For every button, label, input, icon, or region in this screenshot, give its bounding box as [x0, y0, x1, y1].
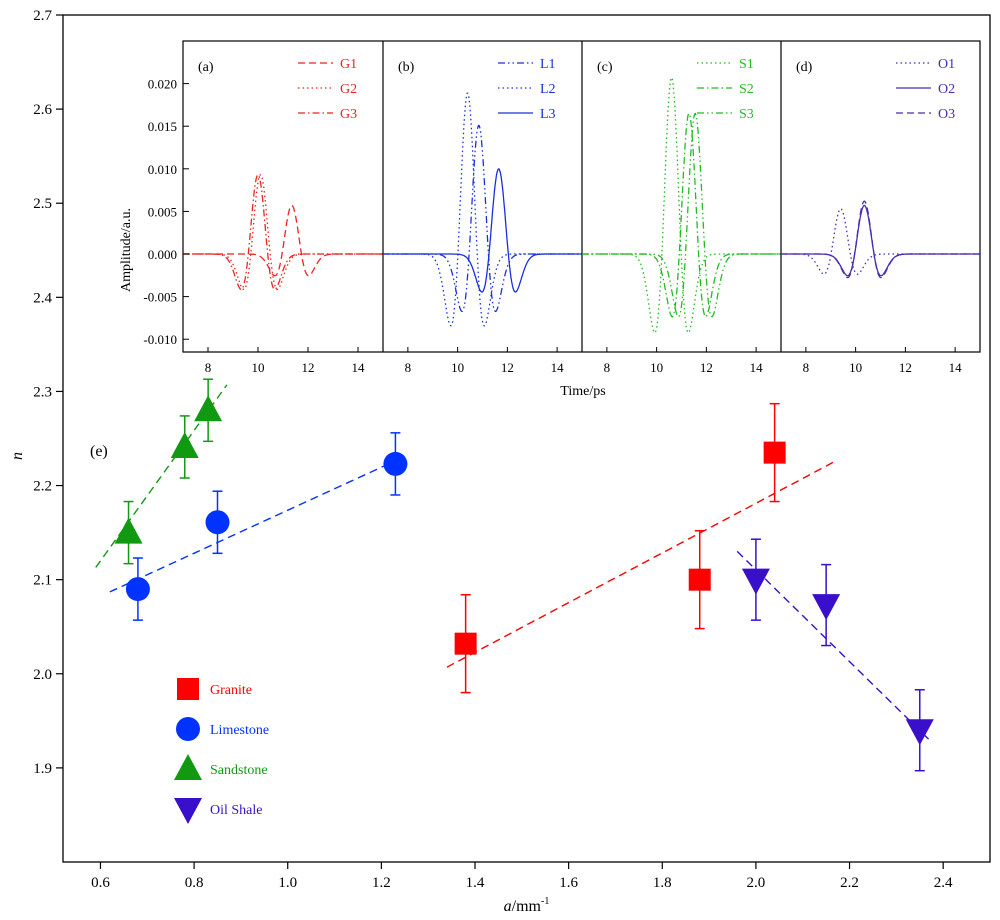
inset-x-axis-label: Time/ps: [560, 384, 605, 399]
waveform-s3: [582, 112, 781, 318]
inset-legend-label-l2: L2: [540, 82, 556, 97]
x-tick-label: 1.0: [278, 875, 297, 891]
inset-x-tick-label: 8: [803, 360, 810, 375]
waveform-g3: [183, 174, 383, 291]
x-tick-label: 1.2: [372, 875, 391, 891]
inset-x-tick-label: 14: [352, 360, 366, 375]
inset-x-tick-label: 8: [604, 360, 611, 375]
inset-x-tick-label: 12: [302, 360, 315, 375]
legend-marker-limestone: [176, 717, 200, 741]
x-tick-label: 2.2: [840, 875, 859, 891]
y-tick-label: 2.4: [33, 290, 52, 306]
inset-y-tick-label: 0.000: [148, 247, 177, 262]
y-tick-label: 2.6: [33, 102, 52, 118]
inset-x-tick-label: 8: [405, 360, 412, 375]
limestone-point: [205, 510, 230, 535]
inset-legend-label-l3: L3: [540, 107, 556, 122]
inset-legend-label-o3: O3: [938, 107, 955, 122]
sandstone-point: [194, 395, 223, 422]
inset-panel-label: (a): [198, 60, 214, 75]
sandstone-point: [170, 431, 199, 458]
waveform-l2: [383, 92, 582, 327]
x-tick-label: 0.8: [185, 875, 204, 891]
inset-legend-label-s2: S2: [739, 82, 754, 97]
inset-x-tick-label: 14: [551, 360, 565, 375]
y-tick-label: 2.5: [33, 196, 52, 212]
legend-label-limestone: Limestone: [210, 723, 269, 738]
legend-marker-oil-shale: [174, 798, 202, 824]
inset-x-tick-label: 14: [750, 360, 764, 375]
inset-legend-label-o1: O1: [938, 57, 955, 72]
inset-y-tick-label: 0.015: [148, 119, 177, 134]
granite-fit-line: [446, 460, 836, 668]
y-tick-label: 2.0: [33, 667, 52, 683]
x-tick-label: 2.4: [934, 875, 953, 891]
y-tick-label: 1.9: [33, 761, 52, 777]
inset-legend-label-g1: G1: [340, 57, 357, 72]
y-tick-label: 2.2: [33, 479, 52, 495]
inset-legend-label-o2: O2: [938, 82, 955, 97]
oil-shale-fit-line: [736, 550, 930, 741]
granite-point: [688, 568, 711, 591]
y-tick-label: 2.7: [33, 8, 52, 24]
inset-x-tick-label: 10: [650, 360, 663, 375]
inset-chart: 8 10 12 14 (a) G1 G2 G3 8 10 12 14 (b) L1 L2 L3 8 10 12 14 (…: [119, 40, 981, 399]
inset-y-axis-label: Amplitude/a.u.: [119, 208, 134, 292]
x-tick-label: 1.8: [653, 875, 672, 891]
granite-point: [763, 441, 786, 464]
inset-legend-label-s3: S3: [739, 107, 754, 122]
legend-marker-granite: [177, 678, 199, 700]
inset-panel-label: (b): [398, 60, 415, 75]
legend-label-sandstone: Sandstone: [210, 763, 268, 778]
x-tick-label: 2.0: [747, 875, 766, 891]
y-tick-label: 2.3: [33, 384, 52, 400]
sandstone-point: [114, 517, 143, 544]
inset-y-tick-label: 0.005: [148, 204, 177, 219]
limestone-point: [383, 451, 408, 476]
inset-legend-label-s1: S1: [739, 57, 754, 72]
inset-x-tick-label: 8: [205, 360, 212, 375]
inset-legend-label-g2: G2: [340, 82, 357, 97]
x-tick-label: 0.6: [91, 875, 110, 891]
inset-x-tick-label: 14: [949, 360, 963, 375]
inset-x-tick-label: 10: [451, 360, 464, 375]
inset-y-tick-label: 0.020: [148, 77, 177, 92]
y-tick-label: 2.1: [33, 573, 52, 589]
inset-x-tick-label: 12: [700, 360, 713, 375]
inset-y-tick-label: -0.010: [143, 332, 177, 347]
inset-legend-label-g3: G3: [340, 107, 357, 122]
x-axis-label: a/mm-1: [504, 896, 550, 915]
oil-shale-point: [905, 719, 934, 746]
main-plot-frame: [62, 14, 991, 863]
limestone-point: [125, 577, 150, 602]
inset-legend-label-l1: L1: [540, 57, 556, 72]
inset-x-tick-label: 10: [252, 360, 265, 375]
inset-y-tick-label: 0.010: [148, 162, 177, 177]
panel-label-e: (e): [90, 443, 108, 460]
legend-marker-sandstone: [174, 754, 202, 780]
waveform-l3: [383, 168, 582, 293]
inset-panel-label: (c): [597, 60, 613, 75]
waveform-o3: [781, 200, 980, 279]
inset-y-tick-label: -0.005: [143, 290, 177, 305]
legend-label-granite: Granite: [210, 683, 252, 698]
limestone-fit-line: [109, 462, 392, 593]
legend-label-oil-shale: Oil Shale: [210, 803, 263, 818]
granite-point: [454, 632, 477, 655]
x-tick-label: 1.4: [466, 875, 485, 891]
inset-x-tick-label: 10: [849, 360, 862, 375]
oil-shale-point: [741, 568, 770, 595]
main-chart: 0.6 0.8 1.0 1.2 1.4 1.6 1.8 2.0 2.2 2.4 1.9 2.0 2.1 2…: [9, 8, 991, 915]
y-axis-label: n: [9, 452, 26, 460]
inset-x-tick-label: 12: [899, 360, 912, 375]
oil-shale-point: [812, 594, 841, 621]
inset-x-tick-label: 12: [501, 360, 514, 375]
inset-panel-label: (d): [796, 60, 813, 75]
x-tick-label: 1.6: [559, 875, 578, 891]
